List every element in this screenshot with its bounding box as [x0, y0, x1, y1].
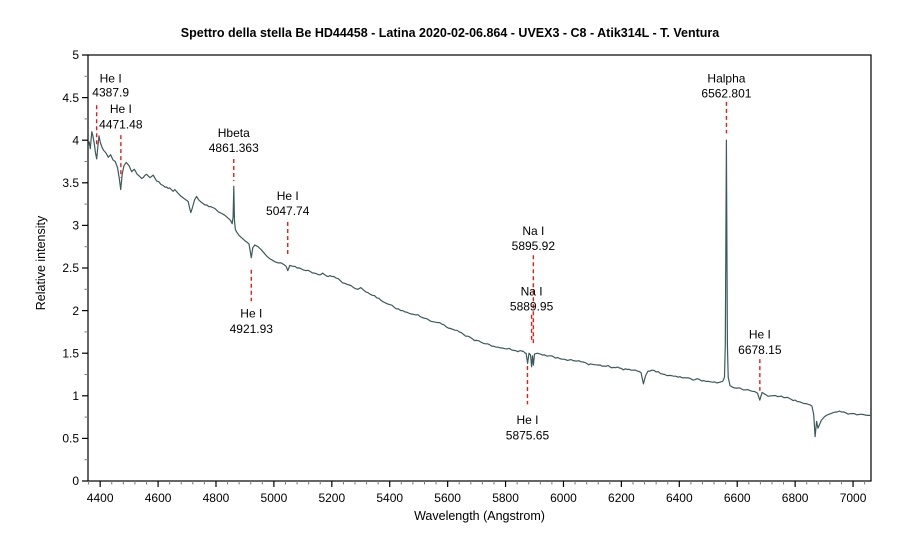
x-tick-label: 5000 — [261, 491, 288, 505]
x-tick-label: 7000 — [840, 491, 867, 505]
annotation-label: Halpha — [707, 71, 745, 85]
x-tick-label: 6400 — [666, 491, 693, 505]
annotation-label: Na I — [521, 284, 543, 298]
x-axis-label: Wavelength (Angstrom) — [414, 509, 545, 523]
x-tick-label: 4600 — [145, 491, 172, 505]
annotation-label: He I — [240, 306, 262, 320]
y-tick-label: 1.5 — [62, 346, 79, 360]
x-tick-label: 6600 — [724, 491, 751, 505]
annotation-label: He I — [110, 102, 132, 116]
annotation-label: Na I — [522, 224, 544, 238]
y-tick-label: 0.5 — [62, 432, 79, 446]
annotation-label: 6562.801 — [701, 87, 751, 101]
y-axis-label: Relative intensity — [34, 215, 48, 311]
x-tick-label: 5200 — [318, 491, 345, 505]
y-tick-label: 3.5 — [62, 176, 79, 190]
annotation-label: 5875.65 — [506, 428, 550, 442]
x-axis-ticks: 4400 4600 4800 5000 5200 5400 5600 5800 6000 6200… — [87, 481, 867, 505]
spectrum-line — [88, 131, 871, 438]
annotation-label: 4387.9 — [92, 86, 129, 100]
x-axis-minor-ticks — [88, 481, 866, 485]
x-tick-label: 5800 — [492, 491, 519, 505]
annotation-label: 5047.74 — [266, 204, 310, 218]
annotation-label: Hbeta — [218, 126, 250, 140]
y-tick-label: 0 — [72, 474, 79, 488]
annotation-label: He I — [749, 328, 771, 342]
y-tick-label: 4.5 — [62, 91, 79, 105]
y-tick-label: 2 — [72, 304, 79, 318]
y-tick-label: 3 — [72, 219, 79, 233]
annotation-label: 4471.48 — [99, 117, 143, 131]
x-tick-label: 5400 — [376, 491, 403, 505]
x-tick-label: 4400 — [87, 491, 114, 505]
annotation-label: He I — [516, 413, 538, 427]
x-tick-label: 6200 — [608, 491, 635, 505]
x-tick-label: 5600 — [434, 491, 461, 505]
chart-title: Spettro della stella Be HD44458 - Latina… — [180, 26, 720, 40]
y-tick-label: 4 — [72, 133, 79, 147]
y-tick-label: 2.5 — [62, 261, 79, 275]
annotation-label: 4861.363 — [209, 141, 259, 155]
y-axis-minor-ticks — [84, 75, 88, 461]
annotation-label: 5889.95 — [510, 300, 554, 314]
x-tick-label: 4800 — [203, 491, 230, 505]
annotation-label: He I — [277, 189, 299, 203]
annotation-label: He I — [100, 71, 122, 85]
x-tick-label: 6000 — [550, 491, 577, 505]
y-tick-label: 5 — [72, 48, 79, 62]
annotation-lines — [95, 101, 761, 405]
x-tick-label: 6800 — [782, 491, 809, 505]
annotation-label: 5895.92 — [512, 239, 556, 253]
y-tick-label: 1 — [72, 389, 79, 403]
annotation-label: 6678.15 — [738, 343, 782, 357]
annotation-label: 4921.93 — [230, 322, 274, 336]
plot-border — [87, 54, 872, 482]
y-axis-ticks: 0 0.5 1 1.5 2 2.5 3 3.5 4 4.5 5 — [62, 48, 88, 488]
